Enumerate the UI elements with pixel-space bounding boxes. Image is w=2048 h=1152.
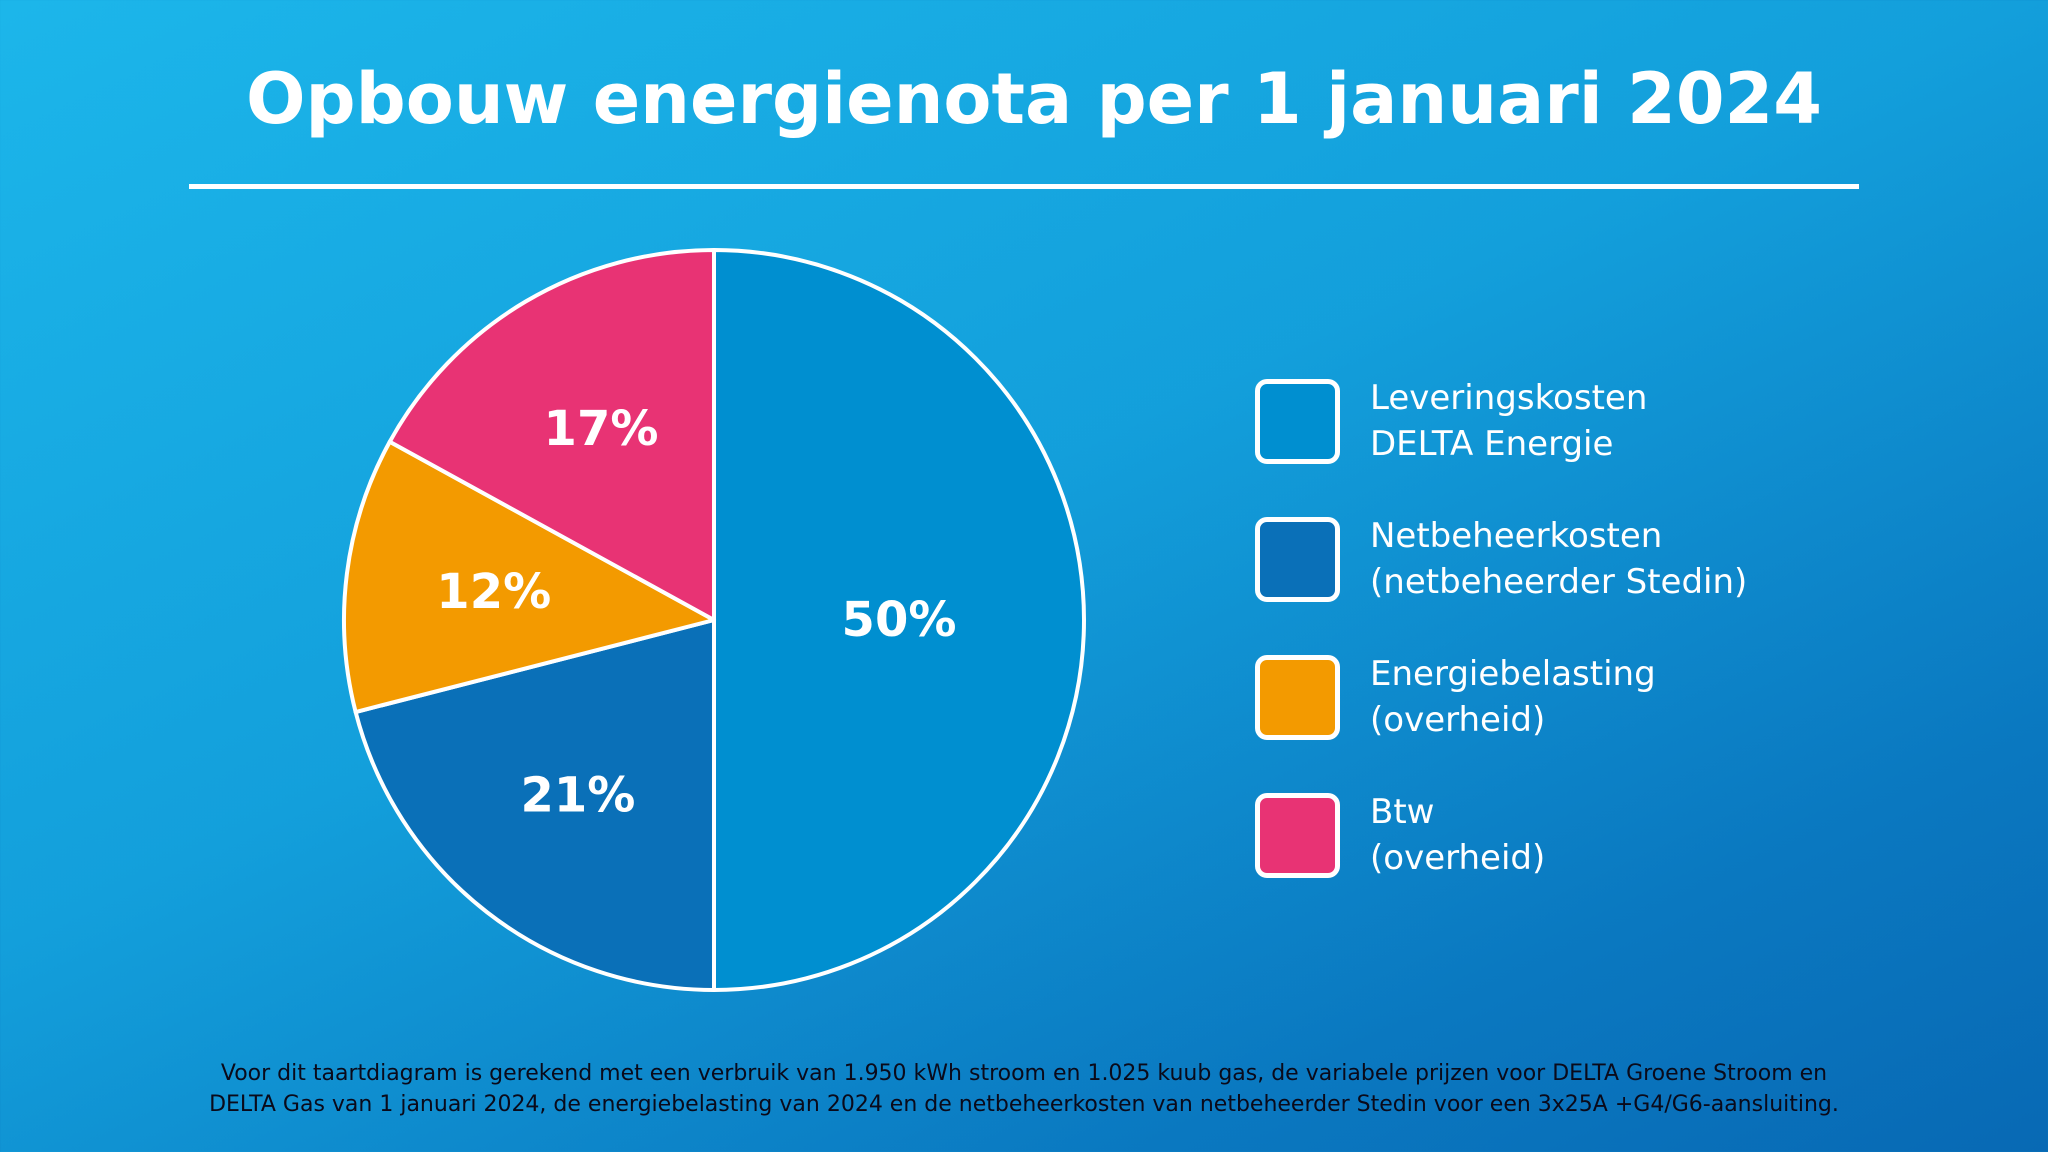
title-divider [189, 184, 1859, 189]
legend-label: (overheid) [1370, 838, 1546, 878]
pie-slice-4 [387, 248, 716, 622]
legend-item-btw: Btw (overheid) [1255, 789, 1545, 881]
footnote-line: DELTA Gas van 1 januari 2024, de energie… [209, 1092, 1839, 1117]
chart-title: Opbouw energienota per 1 januari 2024 [246, 58, 1822, 140]
legend-label: (overheid) [1370, 700, 1546, 740]
pie-slice-2 [353, 618, 716, 992]
slice-label: 12% [436, 564, 551, 620]
legend-label: Energiebelasting [1370, 654, 1656, 694]
slice-label: 21% [520, 767, 635, 823]
legend-item-netbeheerkosten: Netbeheerkosten (netbeheerder Stedin) [1255, 513, 1747, 605]
legend-swatch [1255, 654, 1340, 740]
footnote: Voor dit taartdiagram is gerekend met ee… [0, 1058, 2048, 1120]
legend-label: Netbeheerkosten [1370, 516, 1663, 556]
pie-slice-3 [342, 439, 716, 715]
slice-label: 50% [842, 592, 957, 648]
legend-swatch [1255, 792, 1340, 878]
legend-label: Leveringskosten [1370, 378, 1648, 418]
legend-label: Btw [1370, 792, 1435, 832]
slice-label: 17% [544, 401, 659, 457]
legend-label: DELTA Energie [1370, 424, 1614, 464]
legend-item-energiebelasting: Energiebelasting (overheid) [1255, 651, 1656, 743]
legend-swatch [1255, 378, 1340, 464]
footnote-line: Voor dit taartdiagram is gerekend met ee… [220, 1061, 1828, 1086]
pie-slice-1 [712, 248, 1086, 992]
legend-item-leveringskosten: Leveringskosten DELTA Energie [1255, 375, 1647, 467]
legend-swatch [1255, 516, 1340, 602]
legend-label: (netbeheerder Stedin) [1370, 562, 1748, 602]
